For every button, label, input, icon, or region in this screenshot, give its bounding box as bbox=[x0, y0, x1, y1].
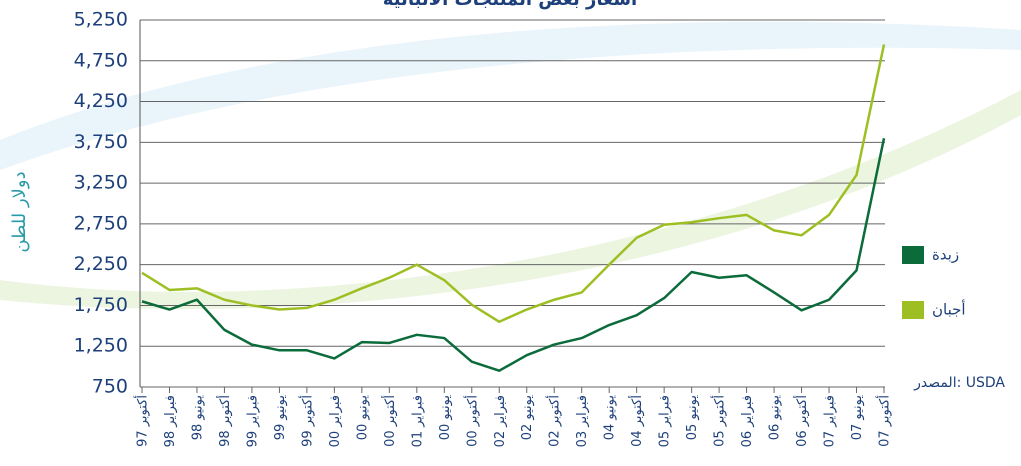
x-tick-label: فبراير 07 bbox=[823, 395, 838, 447]
legend-label: أجبان bbox=[932, 300, 966, 319]
x-tick-label: فبراير 98 bbox=[163, 395, 178, 447]
x-tick-label: فبراير 06 bbox=[740, 395, 755, 447]
x-tick-label: فبراير 05 bbox=[658, 395, 673, 447]
x-tick-label: أكتوبر 04 bbox=[628, 395, 645, 447]
background-swoosh bbox=[0, 90, 1021, 310]
y-tick-label: 2,750 bbox=[74, 212, 128, 234]
y-tick-label: 1,250 bbox=[74, 335, 128, 357]
x-tick-label: أكتوبر 99 bbox=[298, 395, 315, 447]
legend-swatch bbox=[902, 246, 924, 264]
x-tick-label: يونيو 99 bbox=[273, 395, 288, 441]
x-tick-label: أكتوبر 05 bbox=[711, 395, 728, 447]
y-tick-label: 1,750 bbox=[74, 294, 128, 316]
source-note: المصدر: USDA bbox=[913, 375, 1005, 391]
x-tick-label: يونيو 98 bbox=[190, 395, 205, 441]
x-tick-label: يونيو 00 bbox=[355, 395, 370, 441]
x-tick-label: فبراير 02 bbox=[493, 395, 508, 447]
legend-label: زبدة bbox=[932, 246, 959, 264]
x-tick-label: أكتوبر 00 bbox=[381, 395, 398, 447]
x-tick-label: أكتوبر 07 bbox=[876, 395, 893, 447]
x-tick-label: أكتوبر 00 bbox=[463, 395, 480, 447]
x-tick-label: أكتوبر 97 bbox=[134, 395, 151, 447]
x-tick-label: فبراير 00 bbox=[328, 395, 343, 447]
series-line bbox=[141, 138, 886, 372]
x-tick-label: يونيو 00 bbox=[438, 395, 453, 441]
y-tick-label: 750 bbox=[92, 376, 128, 398]
x-tick-label: يونيو 06 bbox=[768, 395, 783, 441]
y-tick-label: 4,250 bbox=[74, 90, 128, 112]
x-tick-label: يونيو 05 bbox=[685, 395, 700, 441]
x-tick-label: فبراير 01 bbox=[410, 395, 425, 447]
x-tick-label: فبراير 99 bbox=[245, 395, 260, 447]
x-tick-label: يونيو 02 bbox=[520, 395, 535, 441]
y-tick-label: 3,750 bbox=[74, 131, 128, 153]
y-tick-label: 2,250 bbox=[74, 253, 128, 275]
legend-swatch bbox=[902, 301, 924, 319]
y-tick-label: 5,250 bbox=[74, 9, 128, 31]
x-tick-label: يونيو 04 bbox=[603, 395, 618, 441]
x-tick-label: أكتوبر 02 bbox=[546, 395, 563, 447]
y-axis-label: دولار للطن bbox=[9, 171, 30, 252]
x-tick-label: فبراير 03 bbox=[575, 395, 590, 447]
y-tick-label: 4,750 bbox=[74, 49, 128, 71]
x-tick-label: أكتوبر 06 bbox=[793, 395, 810, 447]
x-tick-label: يونيو 07 bbox=[850, 395, 865, 441]
chart-title: أسعار بعض المنتجات الألبانية bbox=[383, 0, 637, 10]
y-tick-label: 3,250 bbox=[74, 172, 128, 194]
series-line bbox=[141, 44, 886, 324]
x-tick-label: أكتوبر 98 bbox=[216, 395, 233, 447]
background-swoosh bbox=[0, 21, 1021, 170]
